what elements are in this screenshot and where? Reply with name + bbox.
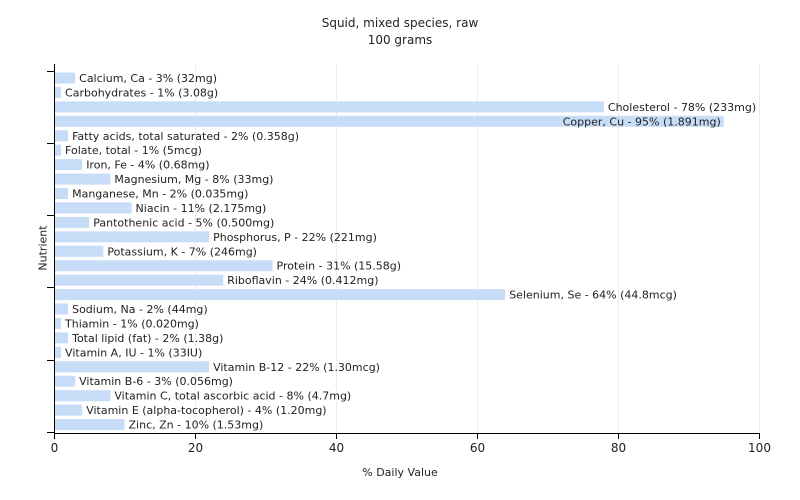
bar	[55, 375, 76, 387]
x-tick-label: 40	[329, 441, 344, 455]
bar-label: Zinc, Zn - 10% (1.53mg)	[129, 419, 264, 432]
bar-label: Niacin - 11% (2.175mg)	[136, 202, 267, 215]
bar	[55, 289, 506, 301]
bar	[55, 390, 111, 402]
bar	[55, 72, 76, 84]
bar-label: Protein - 31% (15.58g)	[277, 260, 402, 273]
chart-subtitle: 100 grams	[367, 33, 433, 47]
bar-label: Vitamin E (alpha-tocopherol) - 4% (1.20m…	[86, 404, 326, 417]
bar-label: Phosphorus, P - 22% (221mg)	[213, 231, 377, 244]
x-tick-label: 0	[51, 441, 59, 455]
bar	[55, 419, 125, 431]
bar	[55, 303, 69, 315]
x-tick-label: 100	[748, 441, 771, 455]
bar	[55, 274, 224, 286]
bar-label: Manganese, Mn - 2% (0.035mg)	[72, 188, 248, 201]
bar-label: Calcium, Ca - 3% (32mg)	[79, 72, 217, 85]
bar-label: Folate, total - 1% (5mcg)	[65, 144, 202, 157]
bars: Calcium, Ca - 3% (32mg)Carbohydrates - 1…	[55, 72, 756, 432]
axes: 0 20 40 60 80 100	[47, 64, 771, 455]
bar-label: Total lipid (fat) - 2% (1.38g)	[71, 332, 223, 345]
x-tick-label: 80	[611, 441, 626, 455]
bar-label: Vitamin B-12 - 22% (1.30mcg)	[213, 361, 380, 374]
bar-label: Potassium, K - 7% (246mg)	[107, 245, 257, 258]
bar-label: Copper, Cu - 95% (1.891mg)	[563, 115, 721, 128]
bar	[55, 361, 210, 373]
bar	[55, 130, 69, 142]
bar	[55, 86, 62, 98]
bar-label: Riboflavin - 24% (0.412mg)	[227, 274, 378, 287]
bar	[55, 231, 210, 243]
bar-label: Iron, Fe - 4% (0.68mg)	[86, 159, 209, 172]
bar	[55, 202, 132, 214]
bar-label: Vitamin C, total ascorbic acid - 8% (4.7…	[114, 390, 351, 403]
bar-label: Magnesium, Mg - 8% (33mg)	[114, 173, 273, 186]
bar	[55, 317, 62, 329]
bar-label: Cholesterol - 78% (233mg)	[608, 101, 756, 114]
x-axis-label: % Daily Value	[362, 466, 438, 479]
bar-label: Sodium, Na - 2% (44mg)	[72, 303, 208, 316]
bar	[55, 245, 104, 257]
bar	[55, 260, 273, 272]
bar-label: Vitamin B-6 - 3% (0.056mg)	[79, 375, 233, 388]
bar	[55, 101, 604, 113]
bar	[55, 332, 69, 344]
bar	[55, 144, 62, 156]
bar	[55, 115, 724, 127]
bar-label: Selenium, Se - 64% (44.8mcg)	[509, 289, 677, 302]
bar	[55, 404, 83, 416]
bar-label: Vitamin A, IU - 1% (33IU)	[65, 346, 202, 359]
bar-label: Pantothenic acid - 5% (0.500mg)	[93, 216, 274, 229]
bar	[55, 188, 69, 200]
bar	[55, 173, 111, 185]
chart-title: Squid, mixed species, raw	[321, 16, 479, 30]
bar-label: Carbohydrates - 1% (3.08g)	[65, 86, 218, 99]
bar	[55, 159, 83, 171]
bar-label: Fatty acids, total saturated - 2% (0.358…	[72, 130, 299, 143]
x-tick-label: 60	[470, 441, 485, 455]
x-tick-label: 20	[188, 441, 203, 455]
bar	[55, 346, 62, 358]
bar	[55, 216, 90, 228]
bar-label: Thiamin - 1% (0.020mg)	[64, 317, 199, 330]
